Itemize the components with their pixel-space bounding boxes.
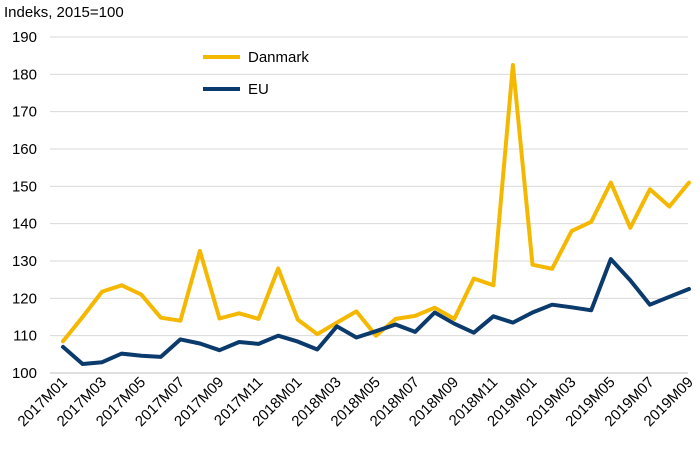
y-tick-label: 100	[12, 365, 37, 382]
y-tick-label: 120	[12, 290, 37, 307]
y-tick-label: 130	[12, 253, 37, 270]
series-line-danmark	[61, 63, 691, 344]
y-tick-label: 150	[12, 178, 37, 195]
y-tick-label: 190	[12, 29, 37, 46]
y-tick-label: 170	[12, 104, 37, 121]
x-tick-labels: 2017M012017M032017M052017M072017M092017M…	[15, 374, 697, 430]
y-tick-label: 140	[12, 216, 37, 233]
y-axis-label: Indeks, 2015=100	[4, 4, 124, 21]
y-tick-label: 160	[12, 141, 37, 158]
legend: Danmark EU	[203, 49, 309, 98]
legend-label: EU	[248, 81, 269, 98]
y-tick-label: 110	[13, 328, 37, 345]
y-tick-labels: 100 110 120 130 140 150 160 170 180 190	[12, 29, 37, 382]
legend-label: Danmark	[248, 49, 309, 66]
gridlines	[50, 36, 688, 337]
series-line-eu	[61, 257, 691, 366]
series-lines	[61, 63, 691, 366]
y-tick-label: 180	[12, 66, 37, 83]
